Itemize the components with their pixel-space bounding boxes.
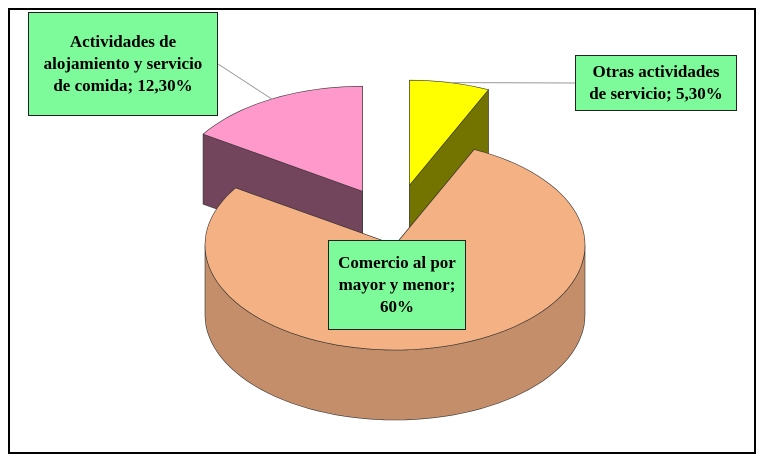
slice-top: [202, 85, 363, 192]
data-label: Comercio al por mayor y menor; 60%: [328, 240, 466, 330]
chart-frame: [8, 8, 756, 454]
slice-top: [409, 79, 490, 187]
data-label: Otras actividades de servicio; 5,30%: [575, 55, 737, 111]
leader-line: [217, 63, 273, 100]
data-label: Actividades de alojamiento y servicio de…: [28, 12, 218, 116]
